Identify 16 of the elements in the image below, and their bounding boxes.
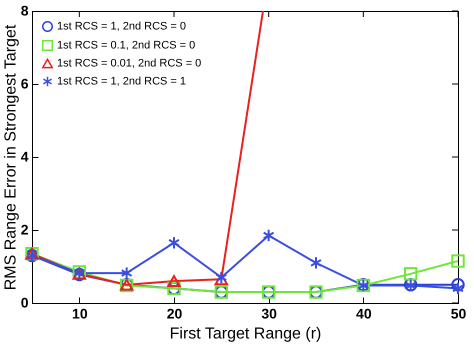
x-tick-label: 40: [356, 306, 372, 322]
x-tick-label: 20: [166, 306, 182, 322]
y-tick-label: 4: [20, 148, 29, 164]
legend-label: 1st RCS = 0.01, 2nd RCS = 0: [57, 58, 202, 70]
y-tick-label: 2: [20, 222, 29, 238]
y-tick-label: 6: [20, 76, 29, 92]
y-axis-title: RMS Range Error in Strongest Target: [2, 24, 20, 290]
y-tick-label: 0: [20, 294, 29, 310]
x-tick-label: 50: [450, 306, 466, 322]
x-tick-label: 30: [261, 306, 278, 322]
legend-label: 1st RCS = 1, 2nd RCS = 0: [57, 20, 186, 32]
x-tick-label: 10: [72, 306, 88, 322]
legend-label: 1st RCS = 0.1, 2nd RCS = 0: [57, 40, 196, 52]
y-tick-label: 8: [20, 2, 29, 18]
legend-label: 1st RCS = 1, 2nd RCS = 1: [57, 76, 186, 88]
x-axis-title: First Target Range (r): [170, 326, 322, 342]
